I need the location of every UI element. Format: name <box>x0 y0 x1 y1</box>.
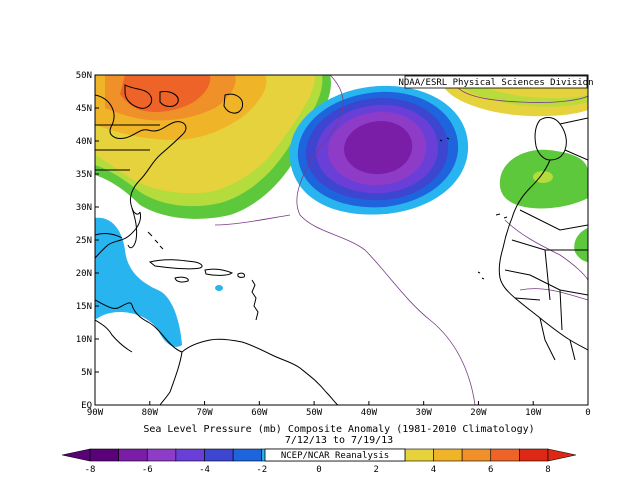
lon-label-70w: 70W <box>196 408 213 418</box>
colorbar-bin <box>404 448 434 462</box>
small-negative-anomaly <box>215 285 223 291</box>
colorbar-bin <box>461 448 492 462</box>
lat-label-10n: 10N <box>76 335 92 345</box>
colorbar-high-extension <box>547 448 577 462</box>
lat-label-50n: 50N <box>76 71 92 81</box>
colorbar-bin <box>118 448 148 462</box>
colorbar-bin <box>519 448 549 462</box>
source-label: NCEP/NCAR Reanalysis <box>281 451 389 461</box>
latitude-axis: 50N 45N 40N 35N 30N 25N 20N 15N 10N 5N EQ <box>76 71 99 411</box>
colorbar-tick-label: 8 <box>545 465 550 475</box>
colorbar-low-extension <box>61 448 91 462</box>
positive-anomaly-contour-6 <box>120 75 211 112</box>
credit-label: NOAA/ESRL Physical Sciences Division <box>398 78 593 88</box>
colorbar-tick-label: 2 <box>374 465 379 475</box>
map-title: Sea Level Pressure (mb) Composite Anomal… <box>143 424 534 435</box>
colorbar-bin <box>146 448 177 462</box>
colorbar-bin <box>232 448 263 462</box>
source-label-box <box>264 448 406 462</box>
colorbar-tick-label: -2 <box>256 465 267 475</box>
colorbar-tick-label: 0 <box>316 465 321 475</box>
colorbar-bin <box>204 448 234 462</box>
colorbar-bin <box>175 448 205 462</box>
coastlines <box>95 84 588 405</box>
lat-label-5n: 5N <box>81 368 92 378</box>
map-date-range: 7/12/13 to 7/19/13 <box>285 435 393 446</box>
colorbar-tick-label: 6 <box>488 465 493 475</box>
colorbar-bin <box>89 448 119 462</box>
longitude-axis: 90W 80W 70W 60W 50W 40W 30W 20W 10W 0 <box>87 401 591 418</box>
lon-label-40w: 40W <box>361 408 378 418</box>
lat-label-30n: 30N <box>76 203 92 213</box>
lon-label-10w: 10W <box>525 408 542 418</box>
caribbean-negative-anomaly <box>95 217 182 347</box>
colorbar-tick-label: 4 <box>431 465 436 475</box>
lon-label-60w: 60W <box>251 408 268 418</box>
lon-label-0: 0 <box>585 408 590 418</box>
lon-label-80w: 80W <box>142 408 159 418</box>
negative-anomaly-contour-6 <box>344 121 413 175</box>
lon-label-50w: 50W <box>306 408 323 418</box>
colorbar-tick-label: -4 <box>199 465 210 475</box>
east-edge-positive <box>574 228 588 262</box>
colorbar-bin <box>433 448 463 462</box>
lon-label-90w: 90W <box>87 408 104 418</box>
lat-label-35n: 35N <box>76 170 92 180</box>
lon-label-20w: 20W <box>470 408 487 418</box>
lat-label-45n: 45N <box>76 104 92 114</box>
lat-label-eq: EQ <box>81 401 92 411</box>
lat-label-40n: 40N <box>76 137 92 147</box>
lat-label-15n: 15N <box>76 302 92 312</box>
colorbar-bin <box>490 448 520 462</box>
anomaly-field <box>95 75 588 405</box>
lat-label-25n: 25N <box>76 236 92 246</box>
colorbar-tick-label: -8 <box>85 465 96 475</box>
colorbar-tick-labels: -8 -6 -4 -2 0 2 4 6 8 <box>85 465 551 475</box>
lon-label-30w: 30W <box>416 408 433 418</box>
credit-box <box>404 75 588 89</box>
lat-label-20n: 20N <box>76 269 92 279</box>
colorbar-tick-label: -6 <box>142 465 153 475</box>
